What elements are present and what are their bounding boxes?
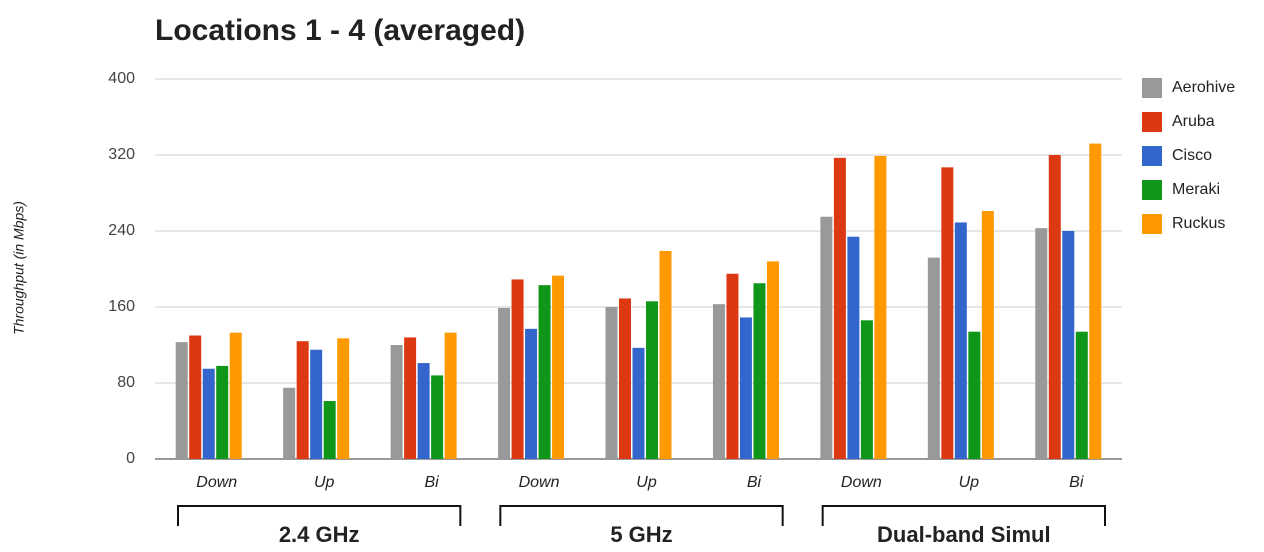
bar: [981, 211, 994, 459]
bar: [417, 363, 430, 459]
legend-swatch: [1142, 214, 1162, 234]
bar: [1035, 228, 1048, 459]
bar: [431, 375, 444, 459]
bar: [874, 155, 887, 459]
y-tick-label: 320: [108, 146, 135, 163]
x-tick-label: Bi: [747, 474, 762, 491]
x-tick-label: Up: [636, 474, 657, 491]
bar: [968, 331, 981, 459]
x-tick-label: Down: [841, 474, 882, 491]
bar: [444, 332, 457, 459]
legend-label: Ruckus: [1172, 215, 1225, 232]
bar: [525, 328, 538, 459]
bar: [296, 341, 309, 459]
legend-swatch: [1142, 78, 1162, 98]
legend-label: Cisco: [1172, 147, 1212, 164]
bar: [175, 342, 188, 459]
legend-swatch: [1142, 180, 1162, 200]
bar: [337, 338, 350, 459]
bar: [390, 345, 403, 459]
x-tick-label: Up: [959, 474, 980, 491]
legend-swatch: [1142, 146, 1162, 166]
group-label: 2.4 GHz: [279, 522, 360, 547]
y-tick-label: 0: [126, 450, 135, 467]
group-bracket: [177, 505, 462, 526]
bar: [860, 320, 873, 459]
bar: [766, 261, 779, 459]
bar: [1089, 143, 1102, 459]
bar: [954, 222, 967, 459]
bar: [202, 368, 215, 459]
legend-label: Aerohive: [1172, 79, 1235, 96]
x-tick-label: Down: [519, 474, 560, 491]
bar: [605, 307, 618, 459]
group-label: 5 GHz: [610, 522, 672, 547]
group-bracket: [821, 505, 1106, 526]
y-tick-label: 80: [117, 374, 135, 391]
group-label: Dual-band Simul: [877, 522, 1051, 547]
bar: [659, 250, 672, 459]
bar: [1048, 155, 1061, 459]
bar: [498, 307, 511, 459]
bar: [216, 365, 229, 459]
legend-swatch: [1142, 112, 1162, 132]
bar: [552, 275, 565, 459]
bar: [538, 285, 551, 459]
bar: [753, 283, 766, 459]
bar: [323, 401, 336, 459]
bar: [619, 298, 631, 459]
x-tick-label: Up: [314, 474, 335, 491]
bar: [927, 257, 940, 459]
y-axis-label: Throughput (in Mbps): [11, 201, 27, 335]
bar: [283, 387, 296, 459]
bar: [712, 304, 725, 459]
bar: [941, 167, 954, 459]
legend-label: Aruba: [1172, 113, 1215, 130]
bar: [726, 273, 739, 459]
y-tick-label: 160: [108, 298, 135, 315]
bar: [229, 332, 242, 459]
bar: [833, 157, 846, 459]
group-bracket: [499, 505, 784, 526]
y-tick-label: 400: [108, 70, 135, 87]
x-tick-label: Down: [196, 474, 237, 491]
x-tick-label: Bi: [1069, 474, 1084, 491]
bar: [404, 337, 417, 459]
bar: [1075, 331, 1088, 459]
y-tick-label: 240: [108, 222, 135, 239]
bar: [646, 301, 658, 459]
legend-label: Meraki: [1172, 181, 1220, 198]
bar: [310, 349, 323, 459]
bar: [739, 317, 752, 459]
bar: [189, 335, 202, 459]
x-tick-label: Bi: [424, 474, 439, 491]
bar: [820, 216, 833, 459]
bar: [632, 347, 645, 459]
bar: [1062, 231, 1075, 459]
chart-title: Locations 1 - 4 (averaged): [155, 14, 525, 47]
bar: [847, 236, 860, 459]
bar: [511, 279, 524, 459]
